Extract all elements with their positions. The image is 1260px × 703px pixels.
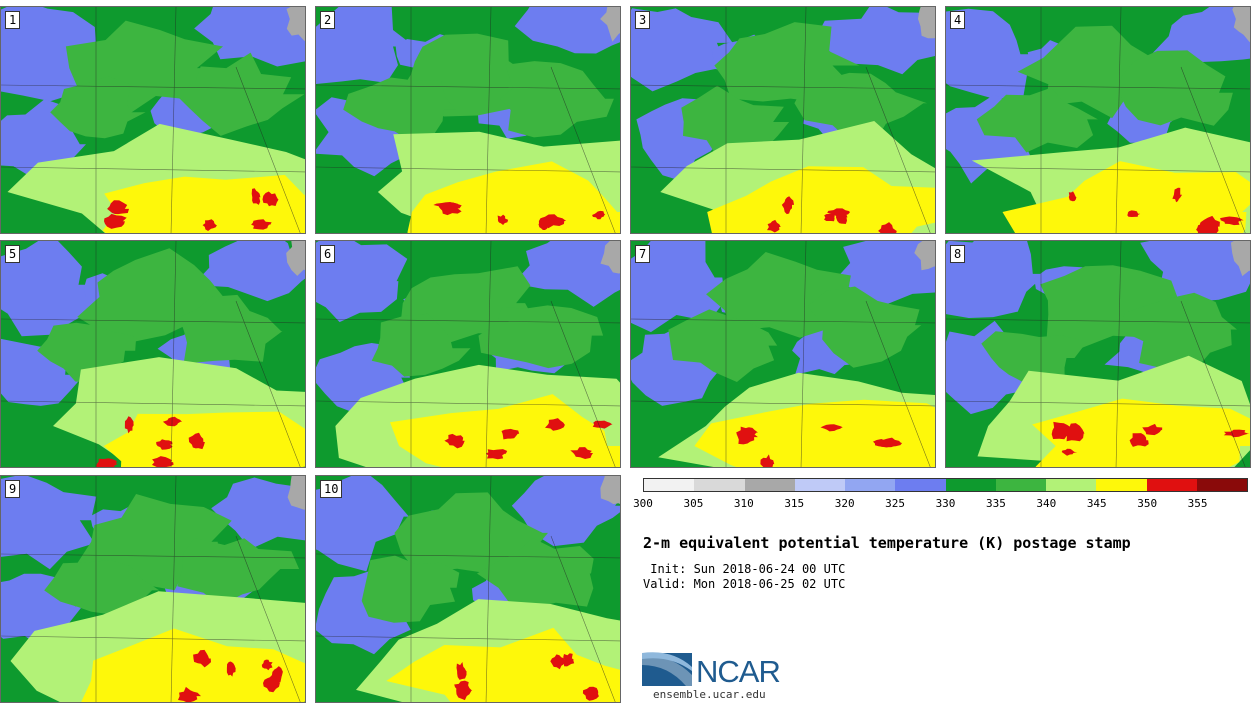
page-title: 2-m equivalent potential temperature (K)… [643, 534, 1131, 552]
colorbar-tick-label: 310 [733, 497, 754, 510]
colorbar-swatch [1046, 479, 1097, 491]
init-time: Init: Sun 2018-06-24 00 UTC [643, 562, 846, 576]
colorbar-tick-label: 350 [1137, 497, 1158, 510]
colorbar-swatch [1096, 479, 1147, 491]
colorbar-swatch [845, 479, 896, 491]
stamp-number: 3 [635, 11, 651, 29]
map-image [631, 241, 935, 467]
map-image [946, 241, 1250, 467]
valid-time: Valid: Mon 2018-06-25 02 UTC [643, 577, 846, 591]
map-image [316, 476, 620, 702]
colorbar-tick-label: 315 [784, 497, 805, 510]
colorbar-swatch [644, 479, 695, 491]
stamp-map: 4 [945, 6, 1251, 234]
colorbar-swatch [794, 479, 845, 491]
stamp-number: 10 [320, 480, 343, 498]
stamp-number: 2 [320, 11, 336, 29]
colorbar-tick-label: 330 [935, 497, 956, 510]
stamp-map: 1 [0, 6, 306, 234]
stamp-number: 6 [320, 245, 336, 263]
stamp-map: 3 [630, 6, 936, 234]
colorbar-tick-label: 340 [1036, 497, 1057, 510]
colorbar-tick-label: 355 [1187, 497, 1208, 510]
stamp-number: 4 [950, 11, 966, 29]
map-image [946, 7, 1250, 233]
colorbar-swatch [1196, 479, 1247, 491]
stamp-number: 8 [950, 245, 966, 263]
stamp-number: 9 [5, 480, 21, 498]
site-url: ensemble.ucar.edu [653, 688, 766, 701]
colorbar-tick-label: 335 [985, 497, 1006, 510]
stamp-number: 5 [5, 245, 21, 263]
map-image [316, 241, 620, 467]
stamp-map: 2 [315, 6, 621, 234]
stamp-number: 1 [5, 11, 21, 29]
colorbar-swatch [945, 479, 996, 491]
colorbar-tick-label: 345 [1086, 497, 1107, 510]
colorbar-swatch [744, 479, 795, 491]
colorbar-ticks: 300 305 310 315 320 325 330 335 340 345 350 355 [633, 497, 1248, 511]
colorbar-tick-label: 325 [885, 497, 906, 510]
map-image [1, 241, 305, 467]
map-image [1, 7, 305, 233]
map-image [316, 7, 620, 233]
stamp-number: 7 [635, 245, 651, 263]
colorbar-swatch [995, 479, 1046, 491]
colorbar-swatch [694, 479, 745, 491]
map-image [631, 7, 935, 233]
map-image [1, 476, 305, 702]
stamp-map: 9 [0, 475, 306, 703]
colorbar-tick-label: 305 [683, 497, 704, 510]
stamp-map: 8 [945, 240, 1251, 468]
stamp-map: 7 [630, 240, 936, 468]
stamp-map: 10 [315, 475, 621, 703]
colorbar-tick-label: 320 [834, 497, 855, 510]
colorbar-tick-label: 300 [633, 497, 653, 510]
colorbar [643, 478, 1248, 492]
colorbar-swatch [1146, 479, 1197, 491]
logo-text: NCAR [696, 654, 781, 689]
stamp-map: 6 [315, 240, 621, 468]
colorbar-swatch [895, 479, 946, 491]
ncar-logo [642, 652, 692, 686]
stamp-map: 5 [0, 240, 306, 468]
